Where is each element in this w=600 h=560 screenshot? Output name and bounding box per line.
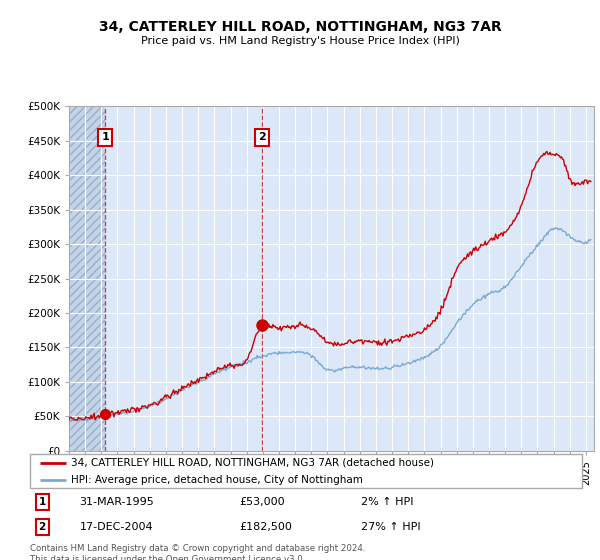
Text: Price paid vs. HM Land Registry's House Price Index (HPI): Price paid vs. HM Land Registry's House … <box>140 36 460 46</box>
Text: 1: 1 <box>101 132 109 142</box>
Text: 27% ↑ HPI: 27% ↑ HPI <box>361 522 421 532</box>
Text: 2% ↑ HPI: 2% ↑ HPI <box>361 497 414 507</box>
Text: HPI: Average price, detached house, City of Nottingham: HPI: Average price, detached house, City… <box>71 475 363 485</box>
Text: 31-MAR-1995: 31-MAR-1995 <box>80 497 154 507</box>
Text: 1: 1 <box>38 497 46 507</box>
Text: 34, CATTERLEY HILL ROAD, NOTTINGHAM, NG3 7AR (detached house): 34, CATTERLEY HILL ROAD, NOTTINGHAM, NG3… <box>71 458 434 468</box>
Text: £182,500: £182,500 <box>240 522 293 532</box>
Text: 2: 2 <box>259 132 266 142</box>
FancyBboxPatch shape <box>30 454 582 488</box>
Text: 17-DEC-2004: 17-DEC-2004 <box>80 522 154 532</box>
Text: Contains HM Land Registry data © Crown copyright and database right 2024.
This d: Contains HM Land Registry data © Crown c… <box>30 544 365 560</box>
Text: 34, CATTERLEY HILL ROAD, NOTTINGHAM, NG3 7AR: 34, CATTERLEY HILL ROAD, NOTTINGHAM, NG3… <box>98 20 502 34</box>
Text: 2: 2 <box>38 522 46 532</box>
Text: £53,000: £53,000 <box>240 497 286 507</box>
